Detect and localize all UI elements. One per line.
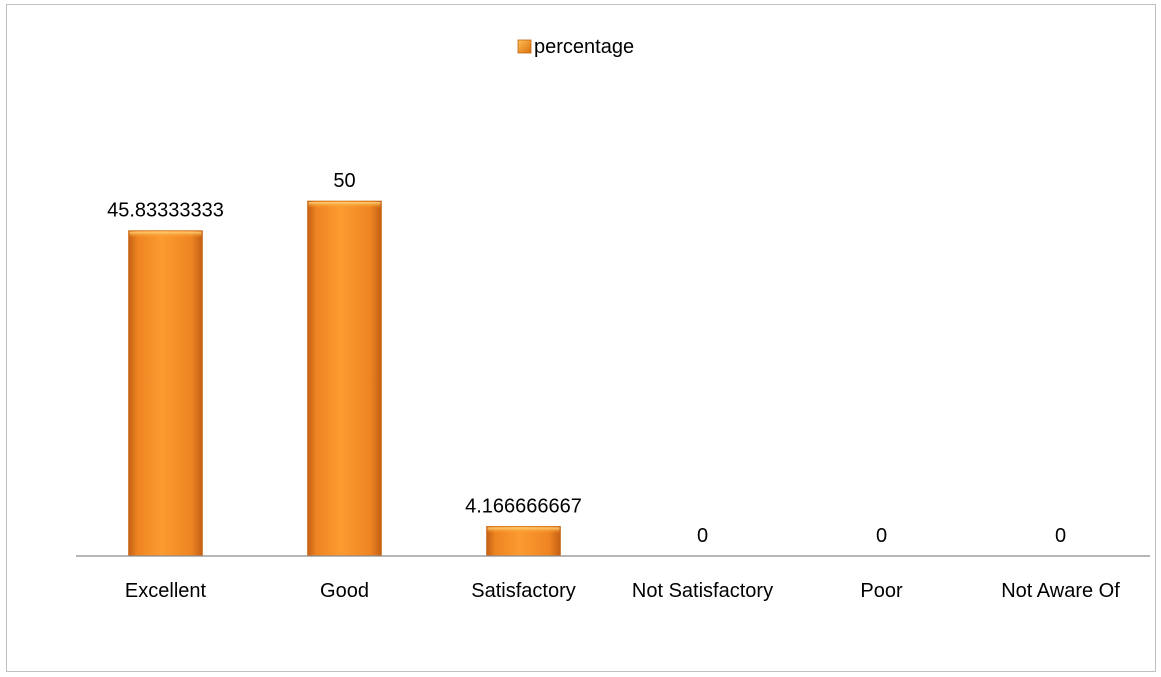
bar-highlight bbox=[308, 202, 381, 208]
legend: percentage bbox=[517, 36, 634, 58]
category-label: Good bbox=[320, 580, 369, 602]
data-label: 50 bbox=[333, 170, 355, 192]
data-label: 0 bbox=[876, 525, 887, 547]
category-label: Excellent bbox=[125, 580, 207, 602]
category-label: Not Aware Of bbox=[1001, 580, 1120, 602]
legend-label: percentage bbox=[534, 36, 634, 58]
category-label: Not Satisfactory bbox=[632, 580, 773, 602]
legend-swatch bbox=[517, 39, 532, 54]
bar-good bbox=[307, 200, 382, 557]
bar-excellent bbox=[128, 230, 203, 557]
category-label: Poor bbox=[860, 580, 903, 602]
bar-highlight bbox=[487, 527, 560, 534]
data-label: 0 bbox=[1055, 525, 1066, 547]
data-label: 0 bbox=[697, 525, 708, 547]
bar-highlight bbox=[129, 231, 202, 238]
data-label: 4.166666667 bbox=[465, 495, 582, 517]
data-label: 45.83333333 bbox=[107, 200, 224, 222]
category-label: Satisfactory bbox=[471, 580, 575, 602]
